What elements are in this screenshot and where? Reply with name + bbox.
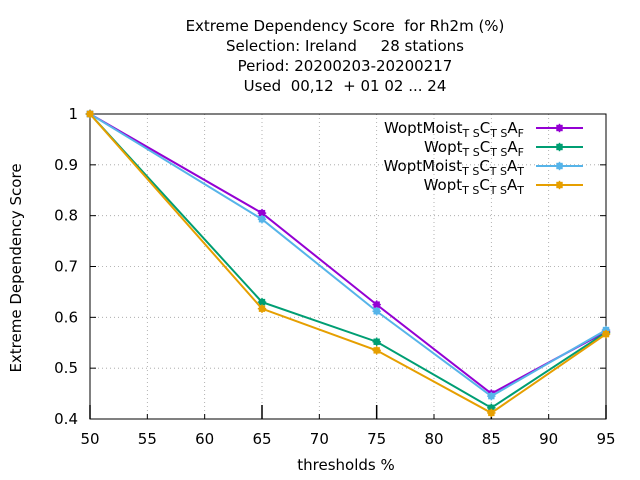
x-tick-label: 85 <box>482 430 501 448</box>
legend-subscript: T S <box>489 184 507 197</box>
x-tick-label: 65 <box>252 430 271 448</box>
legend-text: C <box>480 119 490 137</box>
legend-subscript: T S <box>489 165 507 178</box>
y-tick-label: 0.8 <box>54 207 78 225</box>
legend-text: WoptMoist <box>384 157 463 175</box>
legend-subscript: F <box>518 127 524 140</box>
x-tick-label: 95 <box>596 430 615 448</box>
series-group <box>85 109 611 413</box>
title-line-2: Selection: Ireland 28 stations <box>226 37 464 55</box>
x-tick-label: 75 <box>367 430 386 448</box>
series-lines <box>85 109 611 418</box>
series-group <box>85 109 611 398</box>
x-tick-label: 50 <box>80 430 99 448</box>
x-tick-label: 55 <box>138 430 157 448</box>
y-tick-label: 0.4 <box>54 410 78 428</box>
x-tick-label: 90 <box>539 430 558 448</box>
legend-subscript: T S <box>489 127 507 140</box>
legend-subscript: T S <box>462 146 480 159</box>
legend-text: C <box>480 138 490 156</box>
legend-subscript: T S <box>461 184 479 197</box>
axes: 50 55 60 65 70 75 80 85 90 95 0.4 0.5 0.6 0.7 0.8 0.9 1 <box>54 105 615 448</box>
y-tick-label: 0.9 <box>54 156 78 174</box>
legend-subscript: F <box>518 146 524 159</box>
legend-label: WoptMoistT SCT SAF <box>384 119 524 140</box>
legend-text: Wopt <box>424 176 463 194</box>
y-tick-label: 1 <box>68 105 78 123</box>
series-line <box>89 113 607 395</box>
title-line-3: Period: 20200203-20200217 <box>237 57 453 75</box>
legend-text: A <box>507 119 518 137</box>
x-axis-label: thresholds % <box>297 456 395 474</box>
legend-text: C <box>479 176 489 194</box>
legend-label: WoptT SCT SAF <box>424 138 524 159</box>
chart-title: Extreme Dependency Score for Rh2m (%) Se… <box>0 16 640 96</box>
legend-label: WoptMoistT SCT SAT <box>384 157 525 178</box>
y-tick-label: 0.6 <box>54 308 78 326</box>
y-tick-label: 0.7 <box>54 258 78 276</box>
legend-text: WoptMoist <box>384 119 463 137</box>
legend-subscript: T S <box>461 165 479 178</box>
series-line <box>89 113 607 398</box>
x-tick-label: 80 <box>424 430 443 448</box>
legend-text: C <box>479 157 489 175</box>
series-group <box>85 109 611 401</box>
legend-text: A <box>507 138 518 156</box>
x-tick-label: 60 <box>195 430 214 448</box>
series-group <box>85 109 611 418</box>
legend-text: Wopt <box>424 138 463 156</box>
legend-text: A <box>507 176 518 194</box>
legend-subscript: T S <box>462 127 480 140</box>
legend-subscript: T S <box>489 146 507 159</box>
title-line-1: Extreme Dependency Score for Rh2m (%) <box>185 17 505 35</box>
title-line-4: Used 00,12 + 01 02 ... 24 <box>243 77 447 95</box>
legend-text: A <box>507 157 518 175</box>
legend-subscript: T <box>516 165 524 178</box>
legend-subscript: T <box>516 184 524 197</box>
y-tick-label: 0.5 <box>54 359 78 377</box>
x-tick-label: 70 <box>310 430 329 448</box>
legend-label: WoptT SCT SAT <box>424 176 525 197</box>
